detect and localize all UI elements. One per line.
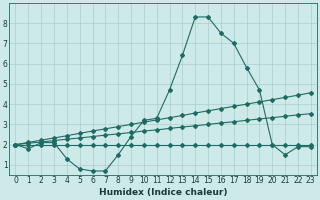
X-axis label: Humidex (Indice chaleur): Humidex (Indice chaleur): [99, 188, 228, 197]
